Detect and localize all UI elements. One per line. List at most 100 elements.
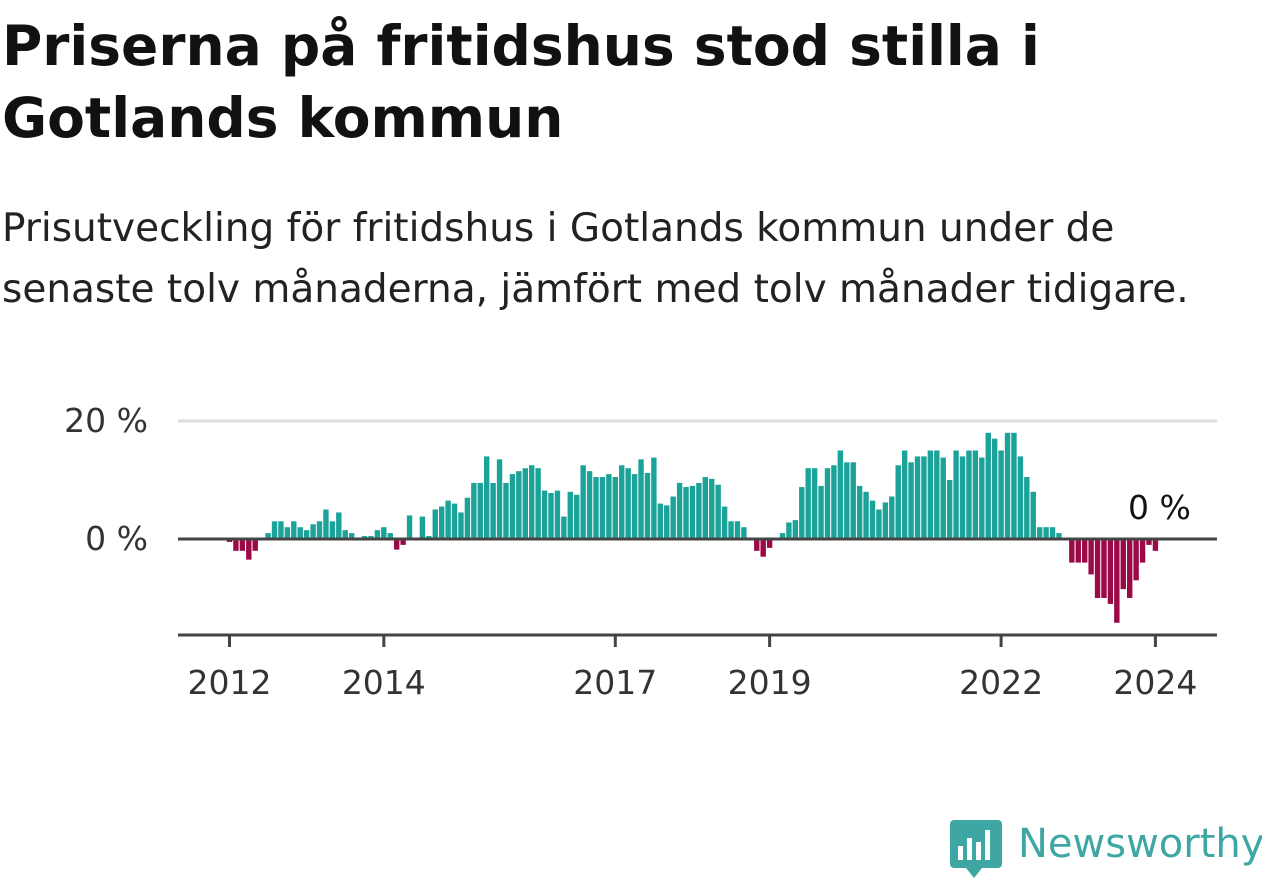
bar (432, 509, 438, 539)
bar (464, 497, 471, 539)
bar (1043, 527, 1049, 539)
bar (271, 521, 278, 539)
bar (901, 450, 908, 539)
bar (985, 432, 991, 539)
bar (509, 474, 516, 539)
bar (541, 490, 548, 539)
bar (779, 533, 786, 539)
bar (837, 450, 844, 539)
bar (754, 539, 760, 551)
bar (664, 505, 670, 539)
bar (310, 524, 316, 539)
bar (554, 490, 561, 539)
bar (991, 438, 998, 539)
bar (799, 487, 805, 539)
bar (863, 491, 869, 539)
bar (908, 462, 914, 539)
bar (284, 527, 291, 539)
x-tick-label: 2022 (959, 663, 1043, 702)
last-value-label: 0 % (1128, 488, 1191, 527)
bar (477, 482, 483, 539)
bar (529, 465, 535, 539)
bar-chart: 20 % 0 % 2012 2014 2017 2019 2022 2024 0 % (64, 401, 1217, 702)
bar (998, 450, 1004, 539)
x-tick-label: 2019 (728, 663, 812, 702)
bar (1024, 477, 1030, 539)
bar (625, 468, 631, 539)
bar (844, 462, 850, 539)
bar (651, 457, 657, 539)
bar (599, 477, 606, 539)
bar (567, 491, 573, 539)
x-tick-label: 2017 (573, 663, 657, 702)
bar (233, 539, 239, 551)
bar (869, 500, 876, 539)
bar (323, 509, 329, 539)
bar (766, 539, 773, 548)
bar (387, 533, 393, 539)
bar (329, 521, 336, 539)
bar (419, 516, 426, 539)
bar (1036, 527, 1043, 539)
bar (291, 521, 297, 539)
bar (265, 533, 271, 539)
bar (1081, 539, 1088, 563)
bar (574, 494, 580, 539)
bar (895, 465, 901, 539)
bar (548, 492, 554, 539)
brand-name: Newsworthy (1018, 821, 1262, 867)
bar (374, 530, 381, 539)
bar (516, 471, 522, 539)
y-tick-label: 0 % (85, 519, 148, 558)
x-tick-label: 2012 (188, 663, 272, 702)
bar (683, 487, 689, 539)
bar (927, 450, 934, 539)
bar (934, 450, 940, 539)
bar (734, 521, 741, 539)
bar (670, 496, 676, 539)
bar (406, 515, 413, 539)
bar (811, 468, 818, 539)
bar (966, 450, 972, 539)
bar (882, 502, 889, 539)
bar (458, 512, 464, 539)
bar (1120, 539, 1126, 590)
bar (696, 482, 702, 539)
bar (246, 539, 252, 560)
bar (721, 506, 728, 539)
y-tick-label: 20 % (64, 401, 148, 440)
bar (1139, 539, 1146, 563)
bar (586, 471, 593, 539)
x-tick-label: 2024 (1113, 663, 1197, 702)
bar (914, 456, 921, 539)
bar (979, 457, 985, 539)
bar (1049, 527, 1056, 539)
bar (1127, 539, 1133, 598)
bar (1017, 456, 1024, 539)
bar (348, 533, 355, 539)
bar (818, 485, 824, 539)
bar (702, 477, 709, 539)
axes (178, 537, 1217, 647)
bar (1056, 533, 1062, 539)
bar (946, 480, 953, 539)
bar (561, 516, 567, 539)
bar (760, 539, 766, 557)
bar (1011, 432, 1017, 539)
bar (580, 465, 586, 539)
bar (1094, 539, 1101, 598)
bar (831, 465, 837, 539)
bar (676, 482, 683, 539)
bar (792, 520, 799, 539)
bar (631, 474, 638, 539)
bar (940, 457, 946, 539)
bar (252, 539, 258, 551)
bar (393, 539, 400, 550)
bar (741, 527, 747, 539)
bar (959, 456, 966, 539)
bars (226, 432, 1159, 623)
bar (728, 521, 734, 539)
bar (805, 468, 811, 539)
x-tick-label: 2014 (342, 663, 426, 702)
bar (484, 456, 490, 539)
